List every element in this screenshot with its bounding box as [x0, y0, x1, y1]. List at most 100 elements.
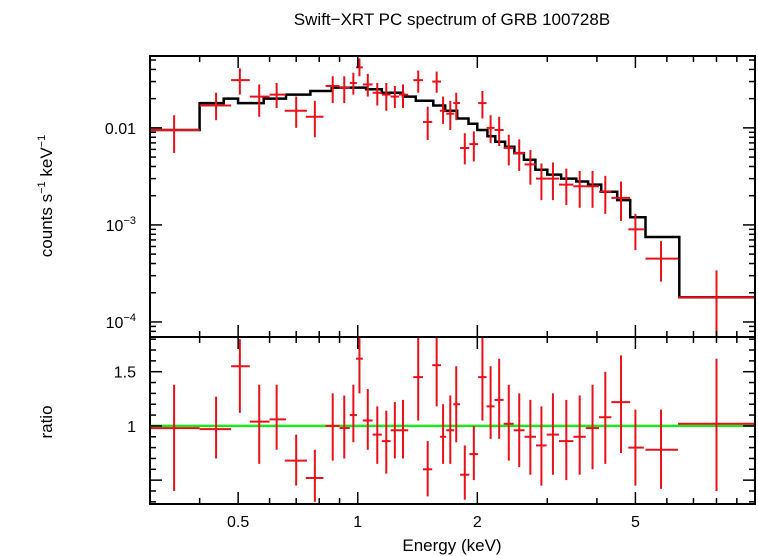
bottom-ylabel: ratio [37, 405, 56, 438]
bottom-panel-frame [149, 336, 756, 505]
ylabel-exp2: −1 [36, 135, 48, 148]
ratio-point-29 [524, 399, 536, 475]
ratio-point-36 [611, 355, 631, 454]
ratio-point-12 [372, 406, 382, 464]
bottom-panel-data [150, 337, 755, 502]
x-axis-label: Energy (keV) [402, 536, 501, 555]
spectrum-point-22 [460, 133, 470, 165]
spectrum-point-30 [535, 163, 547, 201]
ratio-point-37 [628, 409, 644, 486]
ratio-point-34 [585, 384, 600, 470]
ratio-point-25 [486, 366, 495, 439]
y-tick-mantissa: 0.01 [105, 121, 136, 138]
top-panel-data [150, 58, 755, 337]
ratio-point-16 [413, 337, 424, 421]
model-curve [150, 86, 755, 299]
y-tick-exponent: −3 [123, 215, 136, 227]
ratio-point-10 [355, 337, 363, 394]
spectrum-point-9 [349, 72, 357, 95]
ratio-point-20 [446, 395, 455, 464]
x-tick-label: 0.5 [227, 514, 249, 531]
bottom-y-tick-label: 1 [127, 419, 136, 436]
spectrum-point-11 [362, 73, 373, 97]
ratio-point-21 [453, 366, 461, 443]
y-tick-exponent: −4 [123, 312, 136, 324]
spectrum-point-2 [231, 68, 250, 95]
spectrum-point-37 [628, 213, 644, 251]
spectrum-point-17 [423, 106, 433, 140]
top-y-tick-label: 0.01 [105, 121, 136, 138]
ratio-point-0 [150, 384, 200, 491]
spectrum-point-16 [413, 70, 424, 93]
top-ylabel: counts s−1 keV−1 [36, 135, 56, 257]
spectrum-point-1 [199, 92, 232, 121]
ratio-point-9 [349, 384, 357, 443]
top-y-tick-label: 10−3 [106, 215, 136, 235]
ylabel-main: counts s [37, 194, 56, 257]
ratio-point-4 [269, 384, 287, 450]
x-tick-label: 5 [631, 514, 640, 531]
spectrum-point-32 [558, 168, 574, 206]
ylabel-unit: keV [37, 147, 56, 182]
spectrum-point-15 [398, 84, 409, 109]
ratio-point-26 [494, 358, 504, 439]
ratio-point-39 [678, 358, 755, 491]
ratio-point-27 [503, 384, 514, 461]
top-panel-frame [149, 55, 756, 338]
ratio-point-31 [546, 393, 559, 475]
ratio-point-8 [339, 395, 350, 459]
spectrum-point-29 [524, 150, 536, 185]
spectrum-point-4 [269, 82, 287, 109]
ratio-point-23 [469, 425, 479, 481]
spectrum-point-39 [678, 270, 755, 337]
top-y-tick-label: 10−4 [106, 312, 136, 332]
ratio-point-14 [390, 402, 399, 459]
spectrum-point-26 [494, 116, 504, 147]
spectrum-point-25 [486, 115, 495, 143]
spectrum-point-36 [611, 181, 631, 221]
spectrum-point-28 [513, 139, 525, 171]
x-tick-label: 2 [473, 514, 482, 531]
ratio-point-3 [249, 384, 270, 464]
spectrum-point-27 [503, 134, 514, 166]
ratio-point-28 [513, 393, 525, 468]
ratio-point-6 [305, 449, 324, 502]
ratio-point-15 [398, 399, 409, 459]
spectrum-point-24 [478, 90, 487, 119]
ratio-point-1 [199, 396, 232, 459]
y-tick-mantissa: 10 [106, 315, 124, 332]
spectrum-point-8 [339, 76, 350, 104]
spectrum-point-34 [585, 170, 600, 208]
spectrum-point-14 [390, 85, 399, 109]
ratio-point-22 [460, 445, 470, 500]
spectrum-point-18 [432, 71, 441, 93]
svg-text:counts s−1 keV−1: counts s−1 keV−1 [36, 135, 56, 257]
spectrum-point-20 [446, 100, 455, 131]
spectrum-point-23 [469, 131, 479, 162]
spectrum-point-13 [381, 82, 391, 111]
ratio-point-19 [439, 404, 447, 464]
spectrum-point-31 [546, 162, 559, 201]
spectrum-point-3 [249, 84, 270, 117]
spectrum-point-19 [439, 96, 447, 124]
spectrum-point-33 [573, 170, 586, 208]
ratio-point-32 [558, 399, 574, 481]
spectrum-point-6 [305, 100, 324, 138]
bottom-y-tick-label: 1.5 [114, 365, 136, 382]
spectrum-point-0 [150, 115, 200, 154]
ratio-point-24 [478, 337, 487, 421]
ratio-point-33 [573, 395, 586, 475]
ratio-point-35 [599, 371, 612, 464]
spectrum-point-21 [453, 92, 461, 121]
spectrum-point-35 [599, 175, 612, 214]
x-tick-label: 1 [353, 514, 362, 531]
ratio-point-30 [535, 406, 547, 486]
spectrum-point-38 [645, 241, 679, 282]
ratio-point-17 [423, 441, 433, 497]
ratio-point-13 [381, 410, 391, 474]
ratio-point-7 [325, 393, 340, 461]
ratio-point-38 [645, 409, 679, 489]
y-tick-mantissa: 10 [106, 218, 124, 235]
